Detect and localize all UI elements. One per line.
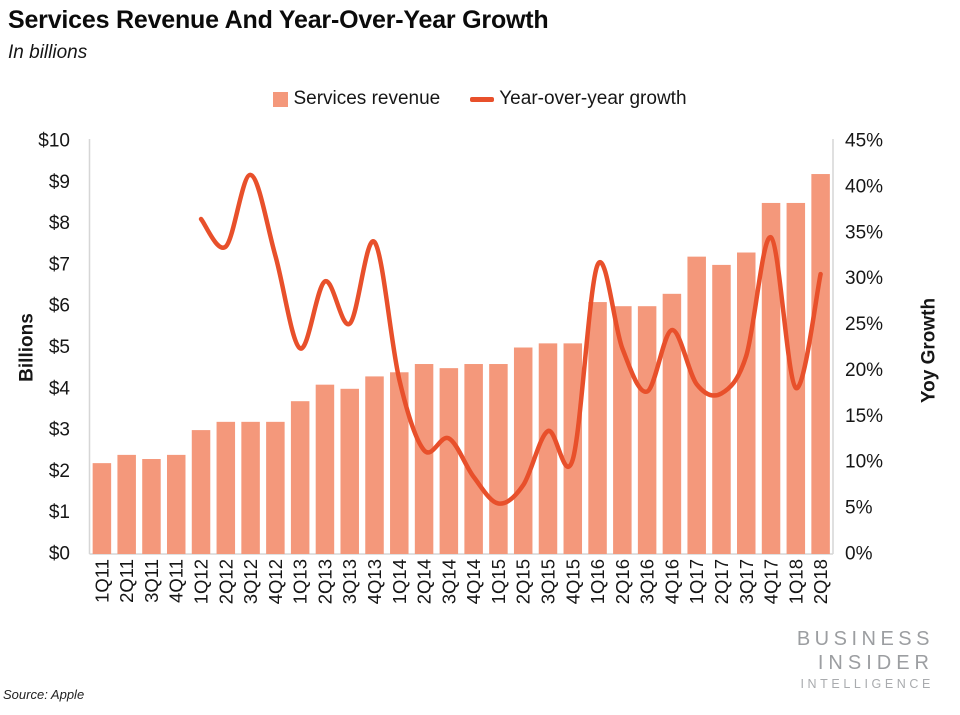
x-axis-label: 1Q15 bbox=[488, 559, 509, 604]
right-axis-title: Yoy Growth bbox=[919, 298, 940, 403]
x-axis-label: 2Q15 bbox=[513, 559, 534, 604]
revenue-bar bbox=[513, 347, 533, 554]
right-axis-tick-label: 40% bbox=[845, 176, 883, 197]
legend-line-swatch-icon bbox=[470, 96, 495, 102]
revenue-bar bbox=[761, 202, 781, 554]
left-axis-tick-label: $0 bbox=[49, 544, 70, 565]
logo-line-intelligence: INTELLIGENCE bbox=[800, 677, 934, 691]
x-axis-label: 4Q13 bbox=[364, 559, 385, 604]
left-axis-tick-label: $10 bbox=[38, 131, 70, 152]
x-axis-label: 1Q16 bbox=[587, 559, 608, 604]
revenue-bar bbox=[712, 264, 731, 554]
x-axis-label: 2Q11 bbox=[116, 559, 137, 603]
business-insider-intelligence-logo: BUSINESS INSIDER INTELLIGENCE bbox=[797, 629, 934, 691]
revenue-bar bbox=[216, 421, 236, 554]
revenue-bar bbox=[464, 364, 483, 554]
legend-label-yoy-growth: Year-over-year growth bbox=[499, 88, 687, 109]
x-axis-label: 1Q17 bbox=[686, 559, 707, 604]
left-axis-tick-label: $5 bbox=[49, 337, 70, 358]
x-axis-label: 3Q14 bbox=[438, 559, 459, 604]
legend-item-yoy-growth: Year-over-year growth bbox=[470, 88, 687, 110]
right-axis-tick-label: 35% bbox=[845, 222, 883, 243]
revenue-bar bbox=[588, 302, 607, 554]
revenue-bar bbox=[439, 368, 459, 554]
left-axis-tick-label: $1 bbox=[49, 502, 70, 523]
x-axis-label: 4Q16 bbox=[661, 559, 682, 604]
right-axis-tick-label: 0% bbox=[845, 544, 873, 565]
legend-item-services-revenue: Services revenue bbox=[273, 88, 440, 110]
right-axis-tick-label: 5% bbox=[845, 498, 873, 519]
left-axis-title: Billions bbox=[17, 313, 38, 382]
left-axis-tick-label: $8 bbox=[49, 213, 70, 234]
legend-label-services-revenue: Services revenue bbox=[293, 88, 441, 109]
legend-bar-swatch-icon bbox=[273, 91, 289, 107]
revenue-bar bbox=[637, 306, 657, 554]
x-axis-label: 2Q13 bbox=[314, 559, 335, 604]
x-axis-label: 1Q14 bbox=[389, 559, 410, 604]
revenue-bar bbox=[117, 454, 136, 554]
x-axis-label: 1Q11 bbox=[91, 559, 112, 603]
x-axis-label: 2Q18 bbox=[810, 559, 831, 604]
left-axis-tick-label: $4 bbox=[49, 378, 71, 399]
x-axis-label: 3Q13 bbox=[339, 559, 360, 604]
x-axis-label: 3Q17 bbox=[736, 559, 757, 604]
right-axis-tick-label: 45% bbox=[845, 131, 883, 152]
left-axis-tick-label: $2 bbox=[49, 461, 70, 482]
revenue-bar bbox=[414, 364, 434, 554]
revenue-bar bbox=[92, 463, 112, 554]
revenue-bar bbox=[315, 384, 335, 554]
revenue-bar bbox=[662, 293, 682, 554]
x-axis-label: 4Q17 bbox=[761, 559, 782, 604]
revenue-bar bbox=[142, 459, 161, 554]
revenue-bar bbox=[390, 372, 409, 554]
x-axis-label: 4Q11 bbox=[166, 559, 187, 603]
revenue-bar bbox=[266, 421, 285, 554]
x-axis-label: 1Q12 bbox=[191, 559, 212, 604]
x-axis-label: 2Q16 bbox=[612, 559, 633, 604]
revenue-bar bbox=[489, 364, 508, 554]
left-axis-tick-label: $6 bbox=[49, 296, 70, 317]
logo-line-business: BUSINESS bbox=[796, 628, 934, 650]
revenue-bar bbox=[241, 421, 260, 554]
x-axis-label: 1Q13 bbox=[290, 559, 311, 604]
left-axis-tick-label: $9 bbox=[49, 172, 70, 193]
left-axis-tick-label: $7 bbox=[49, 254, 70, 275]
x-axis-label: 3Q16 bbox=[637, 559, 658, 604]
right-axis-tick-label: 30% bbox=[845, 268, 883, 289]
revenue-bar bbox=[166, 454, 186, 554]
left-axis-tick-label: $3 bbox=[49, 420, 70, 441]
x-axis-label: 2Q17 bbox=[711, 559, 732, 604]
logo-line-insider: INSIDER bbox=[817, 652, 934, 674]
revenue-bar bbox=[687, 256, 706, 554]
right-axis-tick-label: 25% bbox=[845, 314, 883, 335]
revenue-bar bbox=[538, 343, 558, 554]
revenue-bar bbox=[811, 174, 830, 555]
x-axis-label: 2Q12 bbox=[215, 559, 236, 604]
legend: Services revenue Year-over-year growth bbox=[0, 88, 960, 110]
x-axis-label: 3Q15 bbox=[537, 559, 558, 604]
revenue-bar bbox=[786, 202, 806, 554]
revenue-bar bbox=[340, 388, 359, 554]
right-axis-tick-label: 20% bbox=[845, 360, 883, 381]
x-axis-label: 1Q18 bbox=[785, 559, 806, 604]
x-axis-label: 4Q14 bbox=[463, 559, 484, 604]
revenue-bar bbox=[191, 430, 211, 554]
x-axis-label: 4Q12 bbox=[265, 559, 286, 604]
source-note: Source: Apple bbox=[3, 687, 85, 702]
revenue-bar bbox=[365, 376, 384, 554]
x-axis-label: 4Q15 bbox=[562, 559, 583, 604]
yoy-growth-line bbox=[198, 172, 823, 506]
x-axis-label: 3Q11 bbox=[141, 559, 162, 603]
revenue-bar bbox=[290, 401, 310, 554]
x-axis-label: 2Q14 bbox=[414, 559, 435, 604]
chart-title: Services Revenue And Year-Over-Year Grow… bbox=[8, 6, 549, 34]
right-axis-tick-label: 15% bbox=[845, 406, 883, 427]
x-axis-label: 3Q12 bbox=[240, 559, 261, 604]
revenue-bar bbox=[613, 306, 632, 554]
revenue-bar bbox=[737, 252, 756, 554]
chart-subtitle: In billions bbox=[8, 42, 88, 63]
right-axis-tick-label: 10% bbox=[845, 452, 883, 473]
